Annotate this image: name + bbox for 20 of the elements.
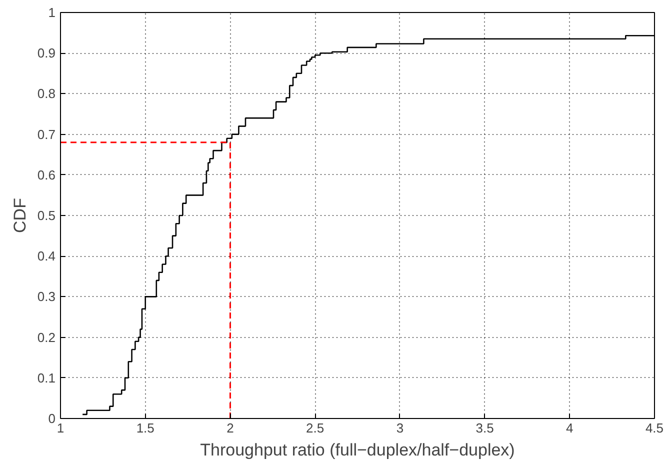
y-tick-label: 0.6 <box>37 167 56 182</box>
x-tick-label: 3 <box>396 420 404 436</box>
x-tick-label: 4 <box>566 420 574 436</box>
x-tick-label: 2 <box>226 420 234 436</box>
y-tick-label: 0.9 <box>37 46 56 61</box>
y-tick-label: 0.5 <box>37 208 56 223</box>
y-tick-label: 0 <box>48 411 56 426</box>
y-tick-label: 0.1 <box>37 370 56 386</box>
y-tick-label: 0.7 <box>37 126 56 142</box>
y-tick-label: 0.4 <box>37 248 56 264</box>
y-tick-label: 1 <box>48 5 56 20</box>
x-axis-title: Throughput ratio (full−duplex/half−duplex) <box>200 440 515 460</box>
y-tick-label: 0.2 <box>37 330 56 345</box>
x-tick-label: 3.5 <box>476 420 494 436</box>
x-tick-label: 2.5 <box>306 420 324 436</box>
x-tick-label: 4.5 <box>645 420 664 436</box>
y-tick-label: 0.8 <box>37 86 56 102</box>
y-axis-title: CDF <box>10 198 30 233</box>
y-tick-label: 0.3 <box>37 289 56 304</box>
x-tick-label: 1.5 <box>136 420 154 436</box>
